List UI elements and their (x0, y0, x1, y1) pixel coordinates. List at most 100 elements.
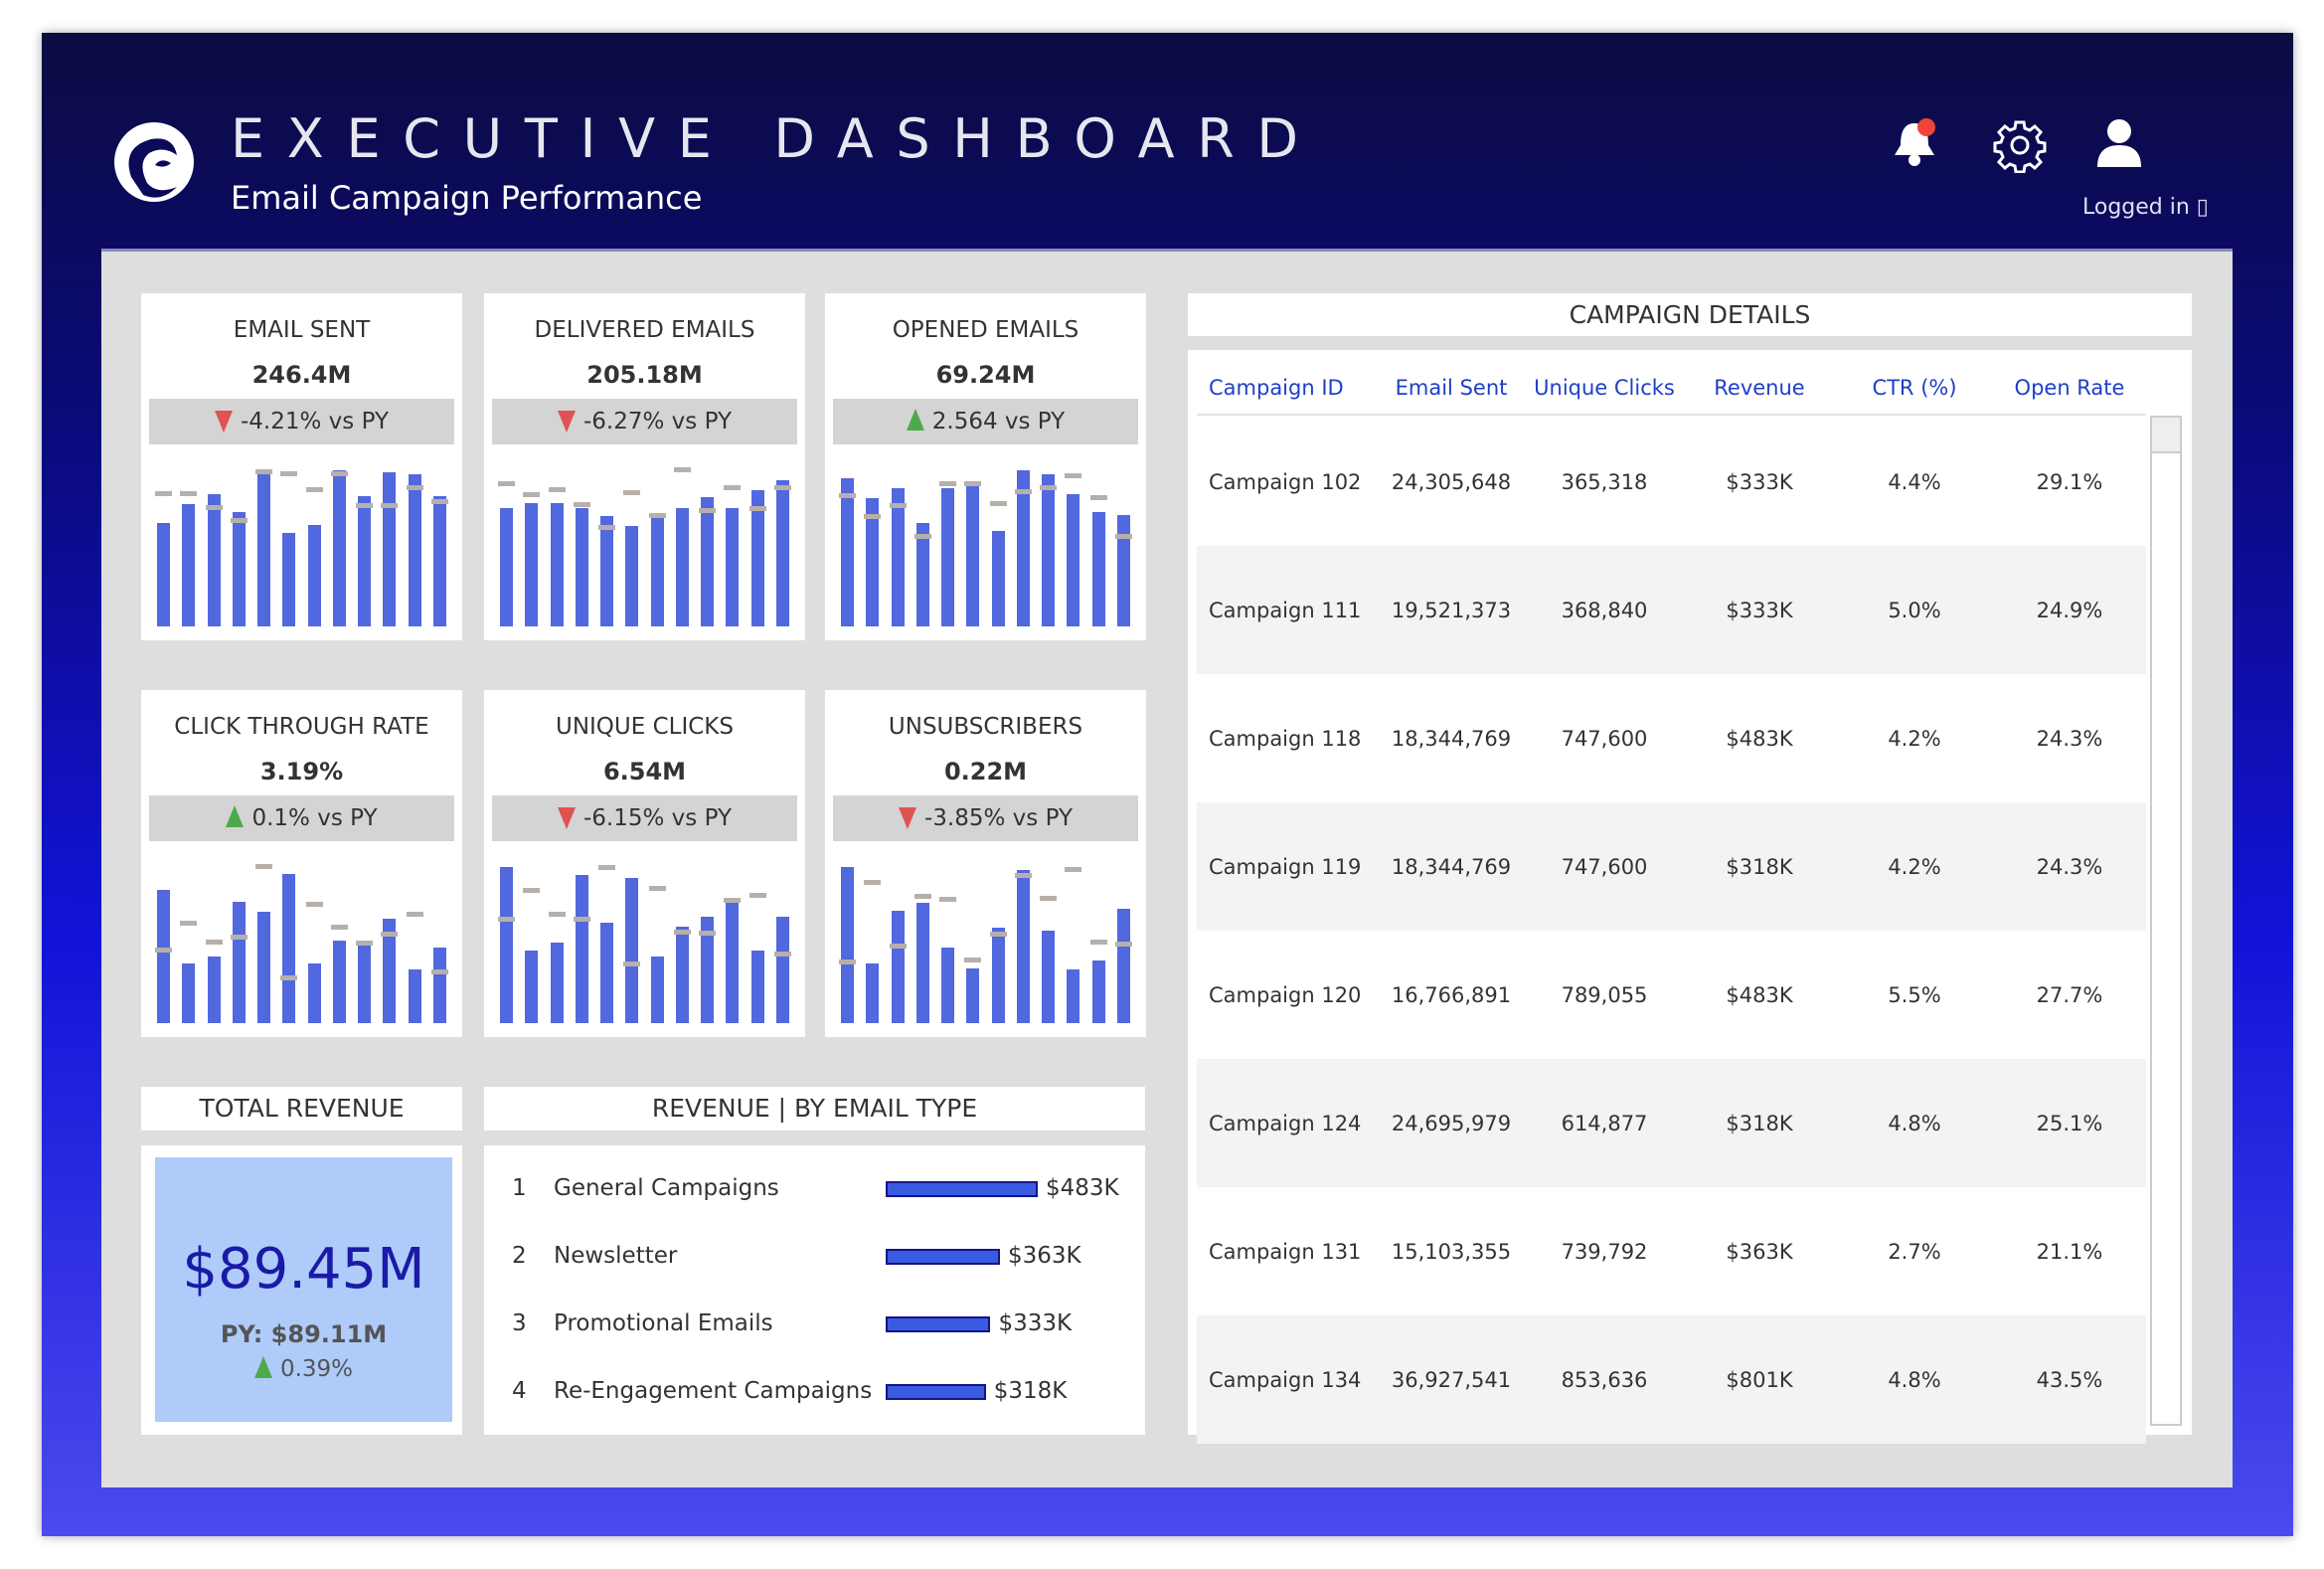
sparkline-bar (866, 498, 880, 626)
table-row[interactable]: Campaign 120 16,766,891 789,055 $483K 5.5% 27… (1197, 931, 2146, 1059)
table-row[interactable]: Campaign 102 24,305,648 365,318 $333K 4.4% 29… (1197, 418, 2146, 546)
total-revenue-delta: 0.39% (155, 1356, 452, 1382)
table-cell: 16,766,891 (1391, 982, 1512, 1007)
sparkline-prior-year-marker (864, 879, 882, 885)
table-cell: 24.3% (2036, 726, 2103, 751)
sparkline-bar (432, 496, 446, 626)
column-header[interactable]: Campaign ID (1209, 376, 1344, 400)
table-row[interactable]: Campaign 111 19,521,373 368,840 $333K 5.0% 24… (1197, 546, 2146, 674)
sparkline-prior-year-marker (180, 491, 198, 497)
delta-text: 0.1% vs PY (251, 805, 378, 831)
table-cell: 18,344,769 (1391, 854, 1512, 879)
sparkline-prior-year-marker (699, 931, 717, 937)
kpi-value: 246.4M (251, 361, 352, 389)
sparkline-bar (915, 522, 929, 626)
sparkline-prior-year-marker (155, 491, 173, 497)
table-cell: $483K (1726, 982, 1793, 1007)
table-scrollbar[interactable] (2150, 416, 2182, 1426)
total-revenue-py: PY: $89.11M (220, 1320, 388, 1348)
user-icon[interactable] (2091, 115, 2147, 171)
revenue-type-value: $483K (1046, 1175, 1119, 1201)
sparkline-prior-year-marker (155, 948, 173, 954)
up-arrow-icon (226, 805, 245, 827)
kpi-card: UNIQUE CLICKS 6.54M -6.15% vs PY (484, 690, 805, 1037)
sparkline-bar (332, 469, 346, 626)
kpi-value: 0.22M (943, 758, 1028, 785)
table-cell: 36,927,541 (1391, 1367, 1512, 1392)
kpi-value: 69.24M (935, 361, 1036, 389)
sparkline-bar (675, 507, 689, 626)
table-cell: 365,318 (1561, 469, 1648, 494)
revenue-type-value: $363K (1007, 1243, 1081, 1269)
table-cell: Campaign 111 (1209, 598, 1362, 622)
sparkline-prior-year-marker (1040, 485, 1058, 491)
revenue-type-bar (886, 1181, 1038, 1197)
table-cell: 18,344,769 (1391, 726, 1512, 751)
table-row[interactable]: Campaign 118 18,344,769 747,600 $483K 4.2% 24… (1197, 674, 2146, 802)
kpi-sparkline (835, 462, 1136, 626)
table-cell: $333K (1726, 469, 1793, 494)
sparkline-prior-year-marker (913, 533, 931, 539)
total-revenue-box: $89.45M PY: $89.11M 0.39% (155, 1157, 452, 1422)
sparkline-prior-year-marker (330, 924, 348, 930)
column-header[interactable]: Open Rate (2014, 376, 2125, 400)
down-arrow-icon (215, 411, 233, 433)
sparkline-bar (383, 919, 397, 1023)
down-arrow-icon (899, 807, 916, 829)
kpi-value: 205.18M (586, 361, 703, 389)
sparkline-prior-year-marker (623, 489, 641, 495)
sparkline-bar (941, 948, 955, 1023)
table-cell: 21.1% (2036, 1239, 2103, 1264)
sparkline-prior-year-marker (1065, 472, 1082, 478)
table-cell: 4.2% (1888, 854, 1941, 879)
sparkline-prior-year-marker (548, 487, 566, 493)
kpi-title: UNSUBSCRIBERS (888, 714, 1083, 740)
sparkline-bar (182, 504, 196, 626)
revenue-type-value: $333K (998, 1310, 1073, 1336)
campaign-details-title: CAMPAIGN DETAILS (1188, 293, 2192, 336)
sparkline-prior-year-marker (280, 974, 298, 980)
sparkline-prior-year-marker (356, 503, 374, 509)
down-arrow-icon (558, 807, 576, 829)
sparkline-prior-year-marker (648, 886, 666, 892)
revenue-type-name: Newsletter (554, 1243, 678, 1269)
sparkline-bar (941, 488, 955, 626)
table-row[interactable]: Campaign 131 15,103,355 739,792 $363K 2.7% 21… (1197, 1187, 2146, 1315)
kpi-sparkline (494, 462, 795, 626)
sparkline-prior-year-marker (230, 517, 248, 523)
column-header[interactable]: Email Sent (1395, 376, 1508, 400)
kpi-delta: -3.85% vs PY (833, 795, 1138, 841)
sparkline-prior-year-marker (230, 935, 248, 941)
kpi-sparkline (494, 859, 795, 1023)
revenue-type-name: Re-Engagement Campaigns (554, 1378, 873, 1404)
bell-icon[interactable] (1887, 115, 1942, 171)
sparkline-bar (232, 901, 246, 1023)
revenue-type-bar (886, 1384, 986, 1400)
table-cell: 853,636 (1561, 1367, 1648, 1392)
kpi-card: UNSUBSCRIBERS 0.22M -3.85% vs PY (825, 690, 1146, 1037)
table-cell: 4.8% (1888, 1111, 1941, 1135)
table-cell: 739,792 (1561, 1239, 1648, 1264)
sparkline-bar (307, 963, 321, 1023)
sparkline-prior-year-marker (305, 901, 323, 907)
table-row[interactable]: Campaign 134 36,927,541 853,636 $801K 4.8% 43… (1197, 1315, 2146, 1444)
table-cell: 5.0% (1888, 598, 1941, 622)
down-arrow-icon (558, 411, 576, 433)
scrollbar-thumb[interactable] (2152, 418, 2180, 453)
table-cell: 747,600 (1561, 854, 1648, 879)
sparkline-bar (257, 911, 271, 1023)
gear-icon[interactable] (1992, 117, 2048, 173)
logged-in-label[interactable]: Logged in ▯ (2082, 195, 2209, 220)
table-row[interactable]: Campaign 124 24,695,979 614,877 $318K 4.8% 25… (1197, 1059, 2146, 1187)
column-header[interactable]: Revenue (1714, 376, 1805, 400)
column-header[interactable]: CTR (%) (1872, 376, 1957, 400)
table-row[interactable]: Campaign 119 18,344,769 747,600 $318K 4.2% 24… (1197, 802, 2146, 931)
sparkline-prior-year-marker (180, 920, 198, 926)
sparkline-prior-year-marker (406, 911, 423, 917)
column-header[interactable]: Unique Clicks (1534, 376, 1675, 400)
revenue-by-type-card: 1 General Campaigns $483K 2 Newsletter $363K 3… (484, 1145, 1145, 1435)
table-cell: 614,877 (1561, 1111, 1648, 1135)
sparkline-prior-year-marker (673, 929, 691, 935)
sparkline-prior-year-marker (648, 512, 666, 518)
sparkline-bar (1091, 960, 1105, 1023)
